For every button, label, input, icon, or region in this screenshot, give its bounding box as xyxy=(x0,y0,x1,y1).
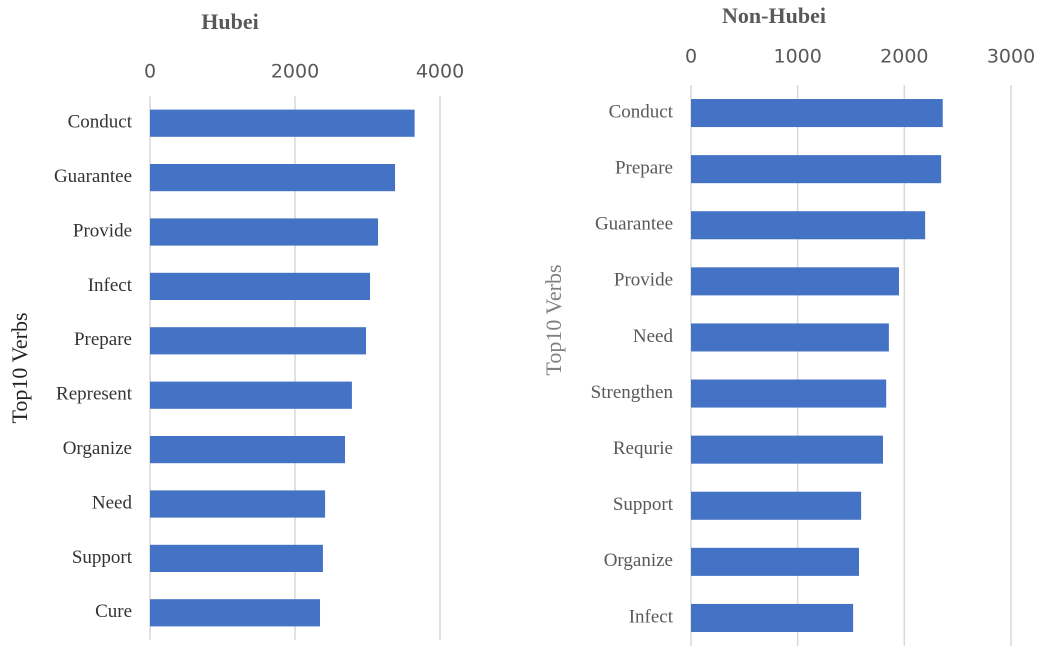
y-axis-label: Top10 Verbs xyxy=(7,312,32,423)
bar xyxy=(150,164,396,192)
y-tick-label: Requrie xyxy=(613,438,673,459)
bar xyxy=(691,323,889,352)
y-tick-label: Need xyxy=(92,492,133,513)
y-tick-label: Prepare xyxy=(615,158,673,179)
x-tick-label: 1000 xyxy=(773,46,821,68)
x-tick-label: 2000 xyxy=(880,46,928,68)
bar xyxy=(691,379,887,408)
y-tick-label: Prepare xyxy=(74,329,132,350)
x-tick-label: 0 xyxy=(144,61,156,83)
bar xyxy=(150,544,323,572)
bar xyxy=(691,547,859,576)
bar xyxy=(691,435,883,464)
bar xyxy=(691,491,862,520)
y-tick-label: Organize xyxy=(604,550,673,571)
y-tick-label: Infect xyxy=(88,275,133,296)
y-axis-label: Top10 Verbs xyxy=(541,264,566,375)
x-tick-label: 4000 xyxy=(416,61,464,83)
bar xyxy=(150,272,371,300)
bar xyxy=(150,436,346,464)
y-tick-label: Support xyxy=(72,547,133,568)
x-tick-label: 2000 xyxy=(271,61,319,83)
bar xyxy=(691,603,854,632)
bar xyxy=(691,267,899,296)
y-tick-label: Strengthen xyxy=(591,382,674,403)
y-tick-label: Organize xyxy=(63,438,132,459)
bar xyxy=(691,211,926,240)
y-tick-label: Provide xyxy=(614,270,673,291)
y-tick-label: Infect xyxy=(629,606,674,627)
y-tick-label: Guarantee xyxy=(54,166,132,187)
y-tick-label: Guarantee xyxy=(595,214,673,235)
y-tick-label: Cure xyxy=(95,601,132,622)
x-tick-label: 3000 xyxy=(987,46,1035,68)
y-tick-label: Provide xyxy=(73,220,132,241)
bar xyxy=(150,218,379,246)
chart-title: Hubei xyxy=(201,9,258,34)
y-tick-label: Represent xyxy=(56,384,133,405)
bar xyxy=(150,381,352,409)
bar xyxy=(150,490,326,518)
bar xyxy=(691,155,942,184)
bar xyxy=(150,109,415,137)
bar xyxy=(691,99,943,128)
bar xyxy=(150,599,321,627)
chart-title: Non-Hubei xyxy=(722,3,826,28)
x-tick-label: 0 xyxy=(685,46,697,68)
y-tick-label: Need xyxy=(633,326,674,347)
y-tick-label: Conduct xyxy=(609,101,674,122)
y-tick-label: Conduct xyxy=(68,112,133,133)
y-tick-label: Support xyxy=(613,494,674,515)
bar xyxy=(150,327,367,355)
